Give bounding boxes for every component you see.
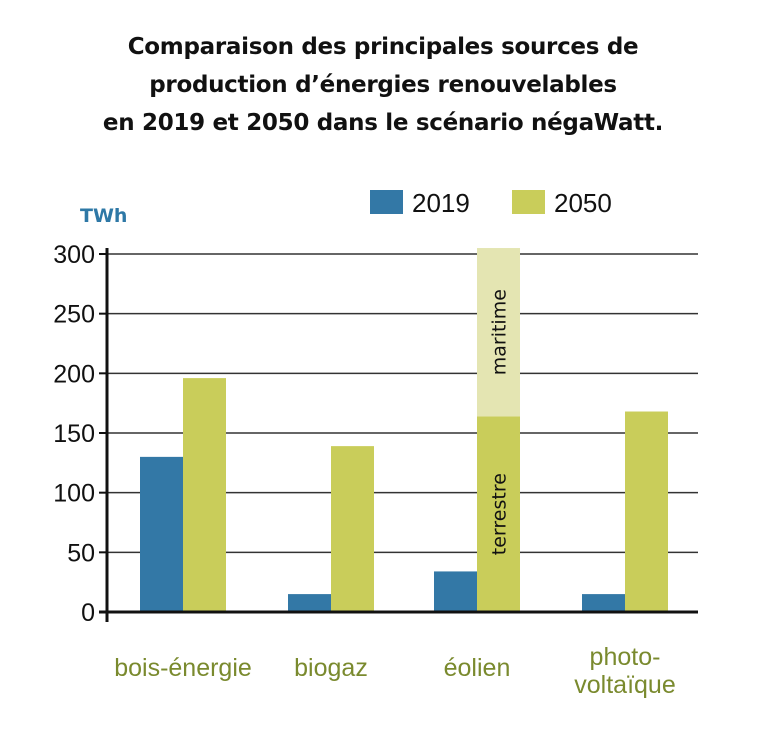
y-tick-label: 300	[53, 241, 95, 269]
axes	[99, 248, 698, 622]
y-tick-label: 50	[67, 539, 95, 567]
bar-2019	[288, 594, 331, 612]
bar-2050	[183, 378, 226, 612]
y-tick-labels: 0 50 100 150 200 250 300	[53, 241, 95, 627]
legend-swatch-2050	[512, 190, 545, 214]
x-category-label: éolien	[444, 654, 511, 682]
x-category-label: bois-énergie	[114, 654, 252, 682]
y-tick-label: 200	[53, 360, 95, 388]
bar-segment-maritime	[477, 248, 520, 417]
bar-segment-label: maritime	[489, 289, 511, 375]
x-category-label: biogaz	[294, 654, 368, 682]
x-category-label: voltaïque	[574, 671, 675, 699]
y-tick-label: 150	[53, 420, 95, 448]
y-axis-unit-label: TWh	[80, 205, 127, 227]
bar-segment-terrestre	[477, 416, 520, 612]
bar-2019	[582, 594, 625, 612]
chart-title-line: en 2019 et 2050 dans le scénario négaWat…	[102, 110, 664, 136]
y-tick-label: 0	[81, 599, 95, 627]
chart-title: Comparaison des principales sources de p…	[0, 28, 766, 142]
chart-title-line: Comparaison des principales sources de	[127, 34, 639, 60]
bar-2019	[434, 571, 477, 612]
y-tick-label: 250	[53, 301, 95, 329]
x-category-labels: bois-énergie biogaz éolien photo-voltaïque	[114, 643, 676, 699]
legend-label: 2050	[554, 188, 612, 218]
y-tick-label: 100	[53, 480, 95, 508]
bar-segment-label: terrestre	[489, 473, 511, 555]
legend: 2019 2050	[370, 188, 612, 218]
bar-2050	[625, 411, 668, 612]
bar-2050	[331, 446, 374, 612]
bar-2019	[140, 456, 183, 612]
legend-label: 2019	[412, 188, 470, 218]
x-category-label: photo-	[590, 643, 661, 671]
chart-title-line: production d’énergies renouvelables	[149, 72, 617, 98]
bars: terrestre maritime	[140, 248, 668, 612]
legend-swatch-2019	[370, 190, 403, 214]
